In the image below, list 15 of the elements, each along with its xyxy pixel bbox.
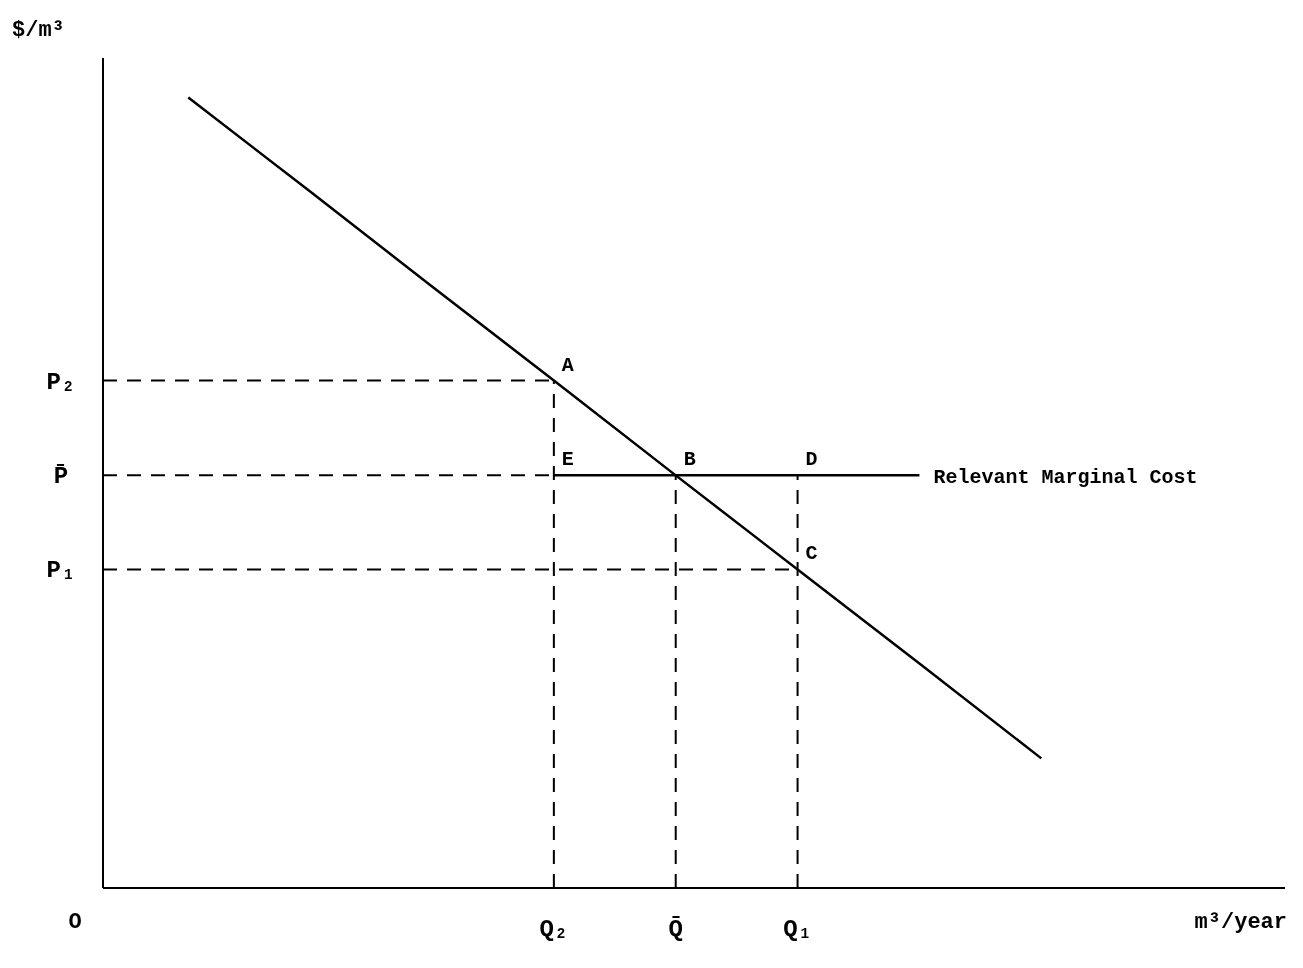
x-tick-label: Q₂ bbox=[539, 916, 569, 943]
annotation: E bbox=[561, 448, 574, 472]
annotation: A bbox=[561, 353, 574, 377]
ref-line-label: P₂ bbox=[46, 368, 76, 396]
y-axis-title: $/m³ bbox=[12, 18, 65, 43]
ref-line-label: P̄ bbox=[53, 463, 69, 491]
annotation: B bbox=[683, 448, 696, 472]
ref-line-label: P₁ bbox=[46, 557, 76, 585]
annotation: C bbox=[805, 542, 818, 566]
x-axis-title: m³/year bbox=[1194, 910, 1287, 935]
x-tick-label: Q̄ bbox=[668, 916, 683, 943]
x-tick-label: Q₁ bbox=[783, 916, 812, 943]
annotation: D bbox=[805, 448, 818, 472]
text: O bbox=[68, 910, 82, 935]
series-label: Relevant Marginal Cost bbox=[933, 466, 1198, 490]
